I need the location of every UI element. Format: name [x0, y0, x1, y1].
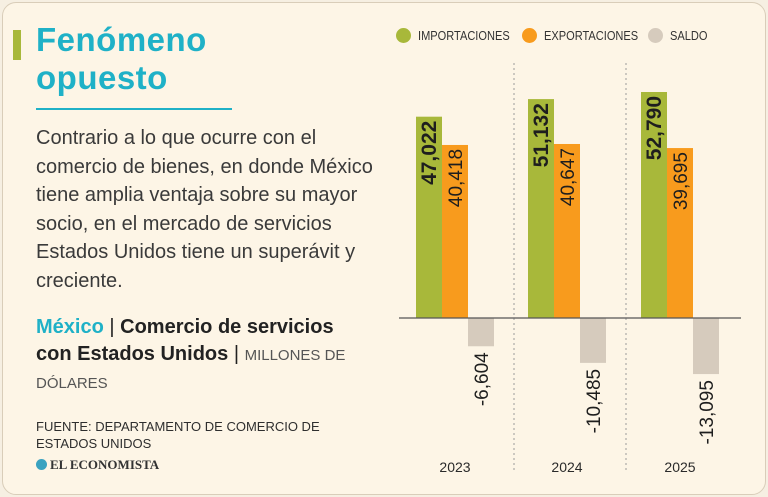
title-line-2: opuesto	[36, 59, 168, 96]
title-line-1: Fenómeno	[36, 21, 207, 58]
chart-subtitle: México | Comercio de servicios con Estad…	[36, 314, 356, 397]
bar-saldo-2024	[580, 318, 606, 363]
chart-legend: IMPORTACIONES EXPORTACIONES SALDO	[396, 25, 765, 47]
brand-icon	[36, 459, 47, 470]
bar-saldo-2025	[693, 318, 719, 375]
x-tick-label-2025: 2025	[664, 459, 695, 475]
subtitle-main: Comercio de servicios con Estados Unidos	[36, 316, 334, 365]
subtitle-separator: |	[109, 316, 115, 338]
subtitle-units: MILLONES DE DÓLARES	[36, 347, 346, 392]
source-note: FUENTE: DEPARTAMENTO DE COMERCIO DE ESTA…	[36, 419, 320, 451]
page-title: Fenómeno opuesto	[36, 21, 236, 97]
description-text: Contrario a lo que ocurre con el comerci…	[36, 127, 373, 292]
value-label-exportaciones-2023: 40,418	[446, 149, 467, 207]
value-label-saldo-2025: -13,095	[697, 380, 718, 444]
value-label-exportaciones-2024: 40,647	[558, 148, 579, 206]
bar-importaciones-2024	[528, 99, 554, 318]
bar-exportaciones-2024	[554, 143, 580, 318]
bar-importaciones-2025	[641, 92, 667, 318]
title-accent-bar	[13, 30, 21, 60]
x-tick-label-2023: 2023	[439, 459, 470, 475]
title-underline	[36, 108, 232, 110]
value-label-saldo-2023: -6,604	[472, 352, 493, 406]
legend-label-exportaciones: EXPORTACIONES	[544, 28, 639, 43]
brand-logo: EL ECONOMISTA	[36, 457, 159, 473]
bar-saldo-2023	[468, 318, 494, 347]
bar-exportaciones-2025	[667, 148, 693, 318]
value-label-exportaciones-2025: 39,695	[671, 152, 692, 210]
legend-dot-exportaciones	[522, 28, 537, 43]
legend-dot-importaciones	[396, 28, 411, 43]
value-label-saldo-2024: -10,485	[584, 369, 605, 433]
brand-name: EL ECONOMISTA	[50, 457, 160, 472]
subtitle-separator: |	[233, 343, 240, 365]
subtitle-country: México	[36, 316, 104, 338]
value-label-importaciones-2025: 52,790	[643, 96, 666, 160]
value-label-importaciones-2023: 47,022	[418, 121, 441, 185]
legend-label-importaciones: IMPORTACIONES	[418, 28, 510, 43]
legend-dot-saldo	[648, 28, 663, 43]
legend-label-saldo: SALDO	[670, 28, 708, 43]
bar-importaciones-2023	[416, 116, 442, 318]
value-label-importaciones-2024: 51,132	[530, 103, 553, 167]
bar-exportaciones-2023	[442, 144, 468, 318]
x-tick-label-2024: 2024	[551, 459, 582, 475]
